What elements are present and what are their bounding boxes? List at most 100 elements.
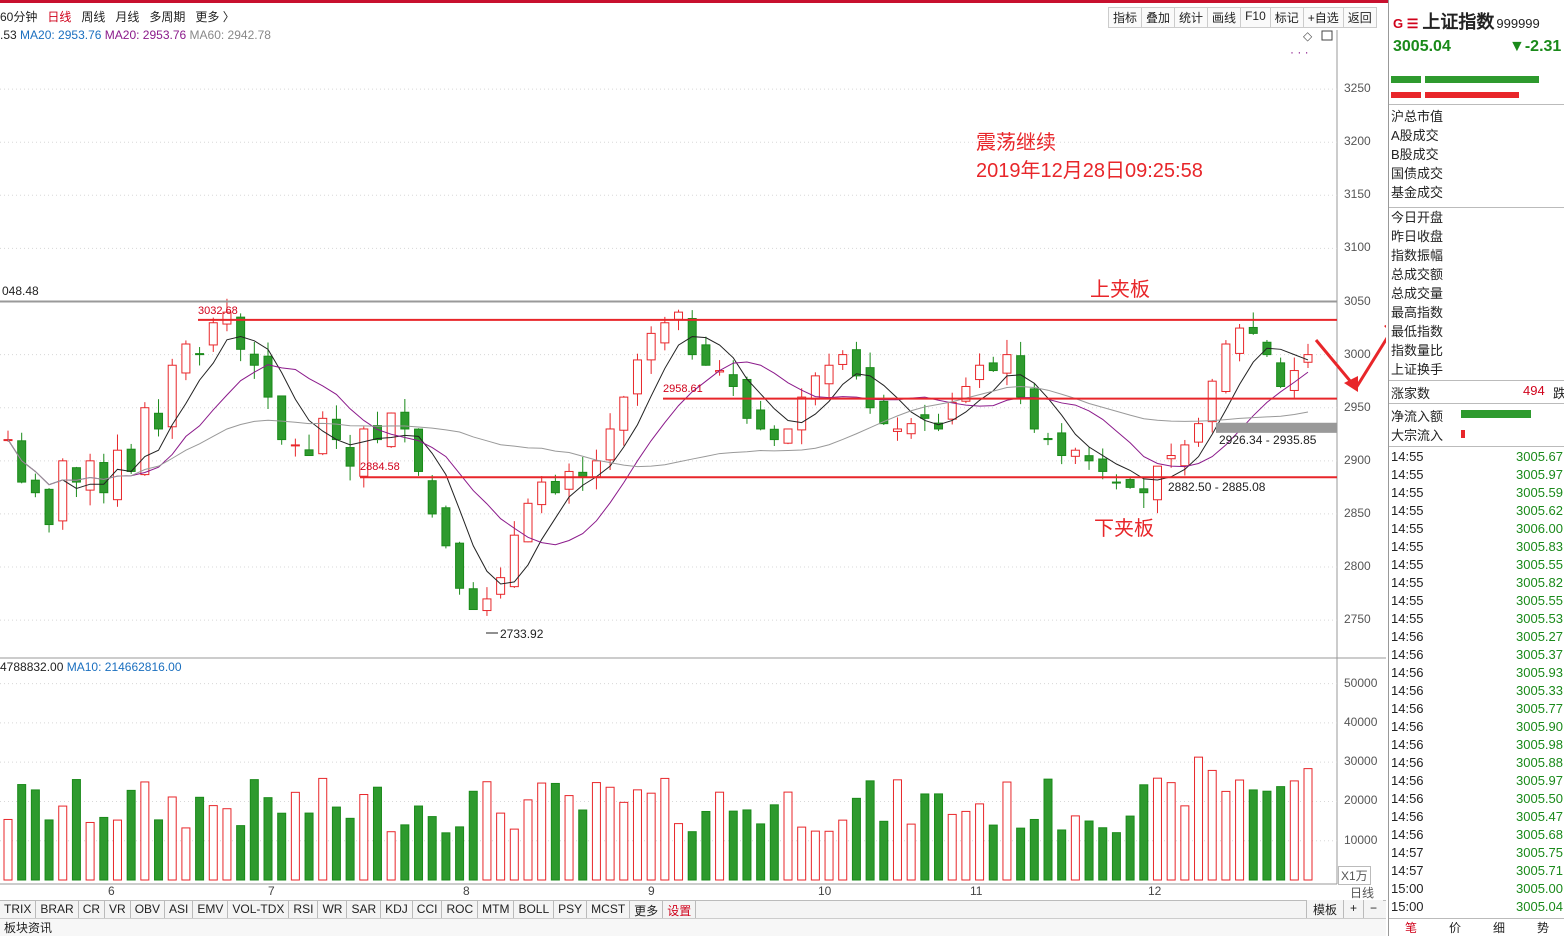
annotation-upper-plate: 上夹板 — [1090, 279, 1150, 301]
tab-multi-period[interactable]: 多周期 — [149, 10, 186, 24]
tick-list[interactable]: 14:55 3005.67 14:55 3005.97 14:55 3005.59 14:5… — [1391, 448, 1563, 916]
candle-body — [414, 428, 424, 472]
indicator-tab[interactable]: CCI — [413, 901, 443, 919]
index-title: G ☰ 上证指数 999999 — [1393, 8, 1540, 34]
tab-trend[interactable]: 势 — [1536, 921, 1549, 935]
candle-body — [455, 542, 465, 589]
volume-bar — [30, 789, 40, 881]
indicator-tab[interactable]: BRAR — [36, 901, 79, 919]
high-label: 3032.68 — [198, 305, 238, 317]
draw-line-button[interactable]: 画线 — [1207, 7, 1241, 28]
period-label: 日线 — [1350, 886, 1375, 900]
indicator-tab[interactable]: MTM — [478, 901, 515, 919]
mark-button[interactable]: 标记 — [1269, 7, 1303, 28]
indicator-tab[interactable]: VR — [105, 901, 131, 919]
candle-body — [181, 343, 191, 374]
candle-body — [701, 344, 711, 366]
indicator-tab[interactable]: ROC — [442, 901, 479, 919]
volume-bar — [482, 781, 492, 881]
tab-weekly[interactable]: 周线 — [81, 10, 106, 24]
tab-monthly[interactable]: 月线 — [115, 10, 140, 24]
ma-prefix: .53 — [0, 28, 17, 42]
sell-bar-1 — [1391, 92, 1421, 98]
candle-body — [58, 460, 68, 522]
more-dots-icon[interactable]: · · · — [1290, 45, 1309, 59]
g-mark[interactable]: G ☰ — [1393, 16, 1419, 31]
candle-body — [605, 428, 615, 461]
candle-body — [1098, 458, 1108, 472]
zoom-out-button[interactable]: − — [1363, 900, 1384, 919]
tick-price: 3005.82 — [1516, 575, 1563, 590]
candle-body — [756, 409, 766, 430]
stat-label: 最低指数 — [1391, 324, 1444, 339]
volume-tick-label: 20000 — [1344, 793, 1378, 808]
price-tick-label: 2950 — [1344, 399, 1371, 414]
volume-bar — [1043, 778, 1053, 881]
add-watchlist-button[interactable]: +自选 — [1302, 7, 1343, 28]
volume-bar — [1221, 790, 1231, 881]
stat-label: A股成交 — [1391, 128, 1439, 143]
volume-bar — [386, 831, 396, 881]
tab-trades[interactable]: 笔 — [1404, 921, 1417, 935]
status-text[interactable]: 板块资讯 — [4, 921, 53, 935]
volume-bar — [1303, 768, 1313, 881]
volume-bar — [331, 806, 341, 881]
volume-bar — [1084, 820, 1094, 881]
candle-body — [263, 355, 273, 398]
tick-row: 14:56 3005.27 — [1391, 628, 1563, 646]
tab-60min[interactable]: 60分钟 — [0, 10, 38, 24]
top-toolbar: 60分钟 日线 周线 月线 多周期 更多 〉 指标 叠加 统计 画线 F10 标… — [0, 0, 1564, 30]
indicator-tab[interactable]: VOL-TDX — [228, 901, 290, 919]
net-inflow-label: 净流入额 — [1391, 409, 1444, 424]
overlay-button[interactable]: 叠加 — [1141, 7, 1175, 28]
volume-bar — [1070, 815, 1080, 881]
indicator-tab[interactable]: 更多 — [630, 901, 664, 919]
candle-body — [1070, 449, 1080, 457]
volume-bar — [783, 791, 793, 881]
indicator-tab[interactable]: ASI — [165, 901, 194, 919]
indicator-tab[interactable]: 设置 — [663, 901, 697, 919]
indicator-tab[interactable]: WR — [318, 901, 348, 919]
diamond-icon[interactable]: ◇ — [1303, 29, 1313, 43]
candle-body — [674, 311, 684, 320]
statistics-button[interactable]: 统计 — [1174, 7, 1208, 28]
price-tick-label: 2750 — [1344, 612, 1371, 627]
tool-buttons: 指标 叠加 统计 画线 F10 标记 +自选 返回 — [1108, 7, 1377, 28]
back-button[interactable]: 返回 — [1342, 7, 1377, 28]
indicator-tab[interactable]: BOLL — [514, 901, 555, 919]
f10-button[interactable]: F10 — [1240, 7, 1270, 28]
window-icon[interactable] — [1321, 30, 1333, 41]
indicator-tab[interactable]: KDJ — [381, 901, 413, 919]
indicator-tab[interactable]: TRIX — [0, 901, 37, 919]
range-lower-label: 2882.50 - 2885.08 — [1168, 480, 1266, 494]
tab-daily[interactable]: 日线 — [47, 10, 72, 24]
tab-price[interactable]: 价 — [1448, 921, 1461, 935]
volume-bar — [591, 782, 601, 881]
indicator-tab[interactable]: OBV — [131, 901, 166, 919]
indicator-tab[interactable]: RSI — [289, 901, 319, 919]
date-tick-label: 12 — [1148, 884, 1162, 898]
volume-value: 4788832.00 — [0, 660, 64, 674]
stat-label: 今日开盘 — [1391, 210, 1444, 225]
tick-row: 14:56 3005.93 — [1391, 664, 1563, 682]
gray-band — [1216, 422, 1337, 433]
candle-body — [208, 322, 218, 346]
kline-chart[interactable]: 048.48 3032.68 2958.61 2884.58 2733.92 2… — [0, 0, 1386, 900]
candle-body — [154, 412, 164, 430]
candle-body — [1152, 465, 1162, 501]
template-button[interactable]: 模板 — [1306, 900, 1344, 919]
period-tabs: 60分钟 日线 周线 月线 多周期 更多 〉 — [0, 8, 235, 28]
volume-bar — [304, 812, 314, 881]
zoom-in-button[interactable]: + — [1343, 900, 1364, 919]
volume-bar — [988, 824, 998, 881]
tick-price: 3005.88 — [1516, 755, 1563, 770]
tab-more[interactable]: 更多 〉 — [195, 10, 235, 24]
indicator-tab[interactable]: PSY — [554, 901, 588, 919]
volume-bar — [167, 796, 177, 881]
indicator-tab[interactable]: MCST — [587, 901, 631, 919]
indicator-tab[interactable]: SAR — [347, 901, 382, 919]
tab-detail[interactable]: 细 — [1492, 921, 1505, 935]
indicator-tab[interactable]: EMV — [193, 901, 229, 919]
indicator-button[interactable]: 指标 — [1108, 7, 1142, 28]
indicator-tab[interactable]: CR — [79, 901, 106, 919]
